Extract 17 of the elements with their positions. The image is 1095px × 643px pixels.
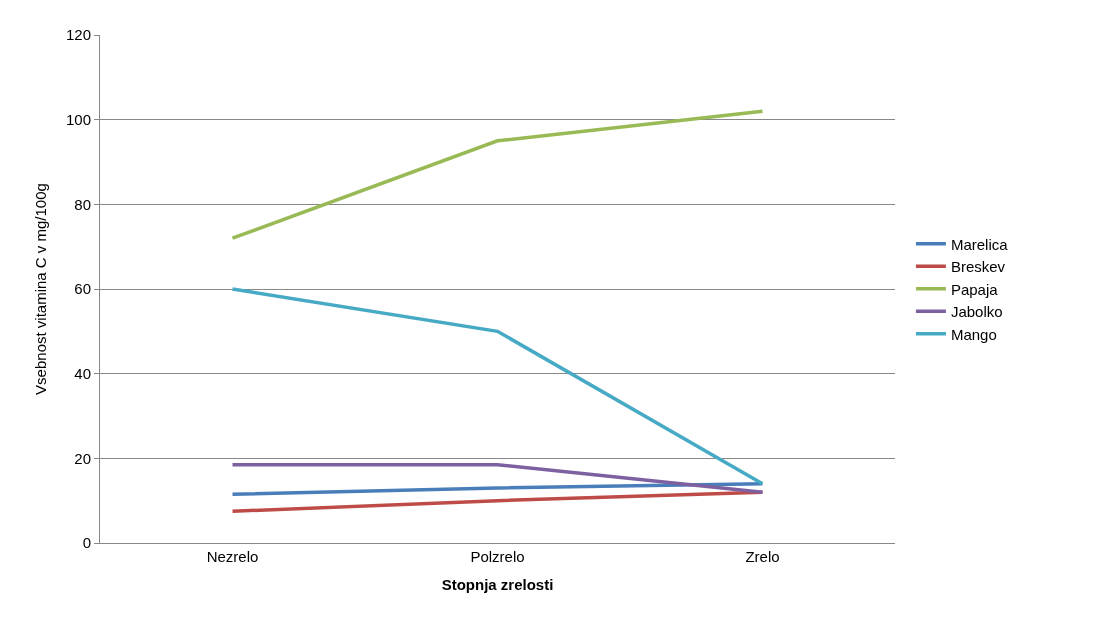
y-tick-label: 40 [74, 364, 91, 382]
x-axis-title: Stopnja zrelosti [441, 576, 554, 593]
legend-label: Marelica [950, 235, 1009, 253]
x-tick-label: Nezrelo [206, 548, 259, 565]
x-tick-label: Zrelo [745, 548, 780, 565]
legend-label: Mango [950, 325, 997, 343]
y-axis-title: Vsebnost vitamina C v mg/100g [32, 183, 50, 395]
legend-label: Breskev [950, 258, 1006, 276]
legend-label: Papaja [950, 280, 999, 298]
y-tick-label: 80 [74, 195, 91, 213]
y-tick-label: 120 [65, 26, 91, 44]
y-tick-label: 0 [82, 534, 91, 552]
y-tick-label: 20 [74, 449, 91, 467]
y-tick-label: 60 [74, 280, 91, 298]
legend-label: Jabolko [950, 303, 1003, 321]
y-tick-label: 100 [65, 110, 91, 128]
x-tick-label: Polzrelo [470, 548, 525, 565]
